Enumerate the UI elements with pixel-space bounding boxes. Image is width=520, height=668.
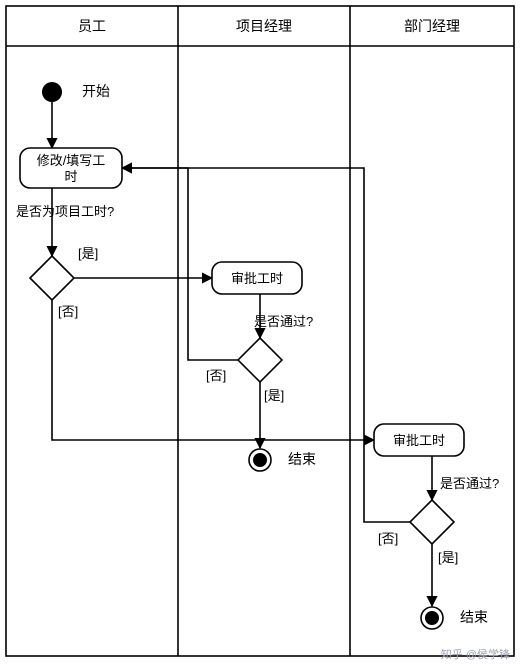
end-label: 结束 bbox=[288, 451, 316, 467]
watermark: 知乎 @侯学锋 bbox=[441, 646, 510, 662]
approve_pm-label: 审批工时 bbox=[231, 271, 283, 286]
flowchart-svg: 员工项目经理部门经理开始修改/填写工时是否为项目工时?[是][否]审批工时是否通… bbox=[0, 0, 520, 668]
lane-pm-label: 项目经理 bbox=[236, 18, 292, 34]
lane-dm-label: 部门经理 bbox=[404, 18, 460, 34]
approve_dm-label: 审批工时 bbox=[393, 433, 445, 448]
end-dot bbox=[425, 611, 439, 625]
fill-label2: 时 bbox=[64, 169, 77, 184]
q3-text: 是否通过? bbox=[440, 476, 499, 491]
d2-no: [否] bbox=[206, 368, 226, 383]
end-dot bbox=[253, 453, 267, 467]
q2-text: 是否通过? bbox=[254, 314, 313, 329]
d2-diamond bbox=[238, 338, 282, 382]
d3-diamond bbox=[410, 500, 454, 544]
d1-diamond bbox=[30, 256, 74, 300]
start-node bbox=[42, 82, 62, 102]
q1-text: 是否为项目工时? bbox=[16, 204, 114, 219]
fill-label1: 修改/填写工 bbox=[37, 153, 106, 168]
d3-yes: [是] bbox=[438, 550, 458, 565]
start-label: 开始 bbox=[82, 83, 110, 99]
flowchart-canvas: 员工项目经理部门经理开始修改/填写工时是否为项目工时?[是][否]审批工时是否通… bbox=[0, 0, 520, 668]
lane-employee-label: 员工 bbox=[78, 18, 106, 34]
d2-yes: [是] bbox=[264, 388, 284, 403]
end-label: 结束 bbox=[460, 609, 488, 625]
d1-yes: [是] bbox=[78, 246, 98, 261]
d1-no: [否] bbox=[58, 304, 78, 319]
d3-no: [否] bbox=[378, 531, 398, 546]
